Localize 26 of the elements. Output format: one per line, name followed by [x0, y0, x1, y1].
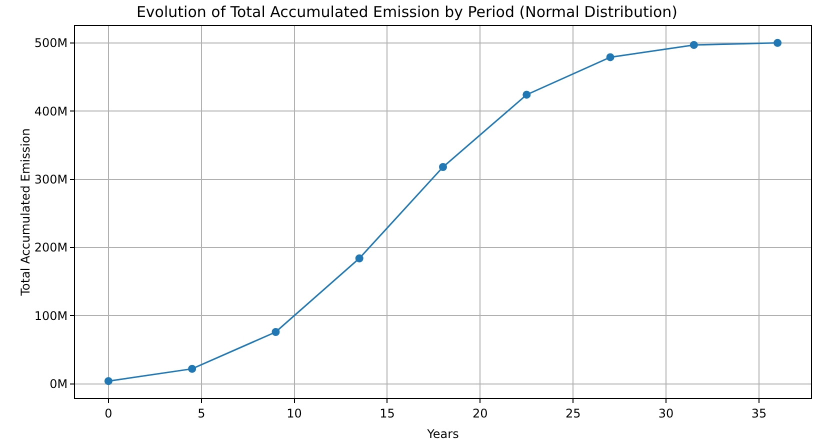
point [774, 38, 782, 47]
y-axis-title: Total Accumulated Emission [18, 128, 32, 297]
y-tick-label: 0M [50, 377, 68, 392]
x-tick-label: 5 [198, 406, 206, 420]
y-tick-label: 300M [34, 172, 68, 186]
chart-title: Evolution of Total Accumulated Emission by Period (Normal Distribution) [136, 3, 678, 22]
point [272, 328, 280, 336]
y-tick-label: 200M [34, 240, 68, 255]
x-tick-label: 15 [380, 406, 395, 420]
x-tick-label: 25 [565, 406, 581, 420]
y-tick-label: 100M [34, 308, 68, 323]
point [690, 40, 698, 49]
point [439, 163, 447, 171]
point [104, 377, 112, 386]
y-tick-label: 500M [34, 36, 68, 50]
x-tick-label: 35 [751, 406, 767, 420]
point [606, 53, 614, 62]
x-axis-title: Years [426, 427, 459, 441]
x-tick-label: 20 [472, 406, 488, 420]
x-tick-label: 0 [104, 406, 112, 420]
y-tick-label: 400M [34, 104, 68, 118]
x-tick-label: 30 [658, 406, 674, 420]
point [522, 90, 531, 99]
point [355, 254, 364, 262]
x-tick-label: 10 [286, 406, 302, 420]
point [188, 364, 196, 373]
